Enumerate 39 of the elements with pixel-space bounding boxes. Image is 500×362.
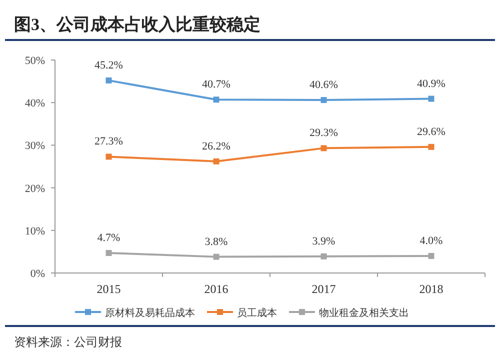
data-label: 45.2% [94, 59, 123, 72]
point [428, 252, 434, 259]
data-label: 27.3% [94, 136, 123, 148]
y-tick-label: 20% [24, 182, 45, 195]
data-label: 29.3% [310, 127, 338, 140]
x-tick-label: 2018 [419, 282, 444, 296]
point [428, 144, 434, 150]
data-label: 40.9% [417, 78, 446, 90]
legend-label: 员工成本 [237, 307, 277, 319]
y-tick-label: 0% [30, 268, 45, 280]
x-tick-label: 2017 [312, 282, 336, 296]
x-tick-label: 2016 [204, 282, 228, 296]
data-label: 3.9% [312, 235, 336, 248]
point [213, 158, 220, 164]
point [213, 254, 220, 260]
text: 资料来源：公司财报 [14, 335, 122, 349]
data-label: 40.6% [310, 79, 338, 92]
point [428, 96, 434, 102]
point [320, 253, 327, 260]
point [106, 250, 112, 256]
data-label: 29.6% [417, 126, 446, 138]
data-label: 4.0% [420, 234, 443, 247]
data-label: 40.7% [202, 78, 230, 91]
point [106, 77, 112, 84]
data-label: 4.7% [97, 232, 120, 244]
point [320, 97, 327, 104]
x-tick-label: 2015 [96, 282, 121, 296]
data-label: 3.8% [204, 236, 228, 248]
y-tick-label: 50% [24, 55, 45, 67]
point [320, 145, 327, 152]
point [106, 154, 112, 160]
chart-title: 图3、公司成本占收入比重较稳定 [14, 15, 260, 34]
point [213, 96, 220, 103]
legend-label: 原材料及易耗品成本 [105, 307, 195, 319]
y-tick-label: 30% [24, 140, 45, 152]
data-label: 26.2% [202, 140, 230, 152]
legend-label: 物业租金及相关支出 [319, 307, 409, 319]
y-tick-label: 40% [24, 98, 45, 110]
y-tick-label: 10% [24, 225, 45, 238]
